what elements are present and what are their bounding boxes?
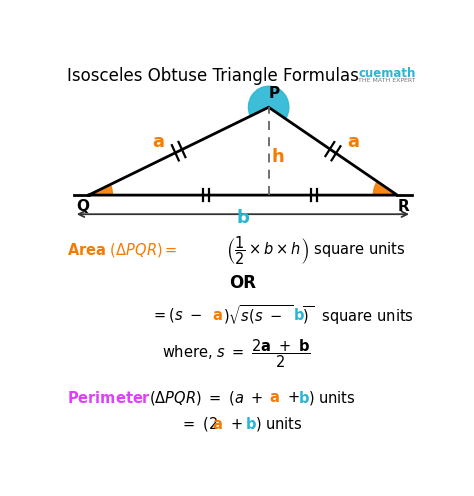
Text: $)$ units: $)$ units xyxy=(308,388,356,407)
Text: OR: OR xyxy=(229,274,256,292)
Text: b: b xyxy=(237,209,249,227)
Wedge shape xyxy=(248,86,289,119)
Text: $\mathbf{a}$: $\mathbf{a}$ xyxy=(212,417,222,432)
Text: $(\Delta PQR)\ =\ (a\ +\ $: $(\Delta PQR)\ =\ (a\ +\ $ xyxy=(149,388,264,407)
Text: THE MATH EXPERT: THE MATH EXPERT xyxy=(358,78,416,83)
Text: h: h xyxy=(272,148,284,166)
Text: P: P xyxy=(269,86,280,101)
Text: Isosceles Obtuse Triangle Formulas: Isosceles Obtuse Triangle Formulas xyxy=(66,67,358,85)
Text: Q: Q xyxy=(76,199,89,214)
Text: $\ +\ $: $\ +\ $ xyxy=(280,390,300,405)
Text: $\mathbf{a}$: $\mathbf{a}$ xyxy=(212,308,222,323)
Text: a: a xyxy=(347,132,359,151)
Text: $\mathbf{Perimeter}$: $\mathbf{Perimeter}$ xyxy=(66,389,151,406)
Text: $\overline{)\ }$  square units: $\overline{)\ }$ square units xyxy=(301,304,414,327)
Text: a: a xyxy=(153,132,164,151)
Text: R: R xyxy=(398,199,410,214)
Text: $\mathbf{b}$: $\mathbf{b}$ xyxy=(298,389,310,406)
Text: cuemath: cuemath xyxy=(358,67,416,80)
Text: $\mathbf{a}$: $\mathbf{a}$ xyxy=(269,390,280,405)
Text: $\mathbf{b}$: $\mathbf{b}$ xyxy=(292,308,304,323)
Text: $= (s\ -\ $: $= (s\ -\ $ xyxy=(151,307,203,324)
Text: $\ +\ $: $\ +\ $ xyxy=(223,417,243,432)
Text: $\mathbf{Area}$ $(\Delta PQR)=$: $\mathbf{Area}$ $(\Delta PQR)=$ xyxy=(66,242,177,259)
Text: $\mathbf{b}$: $\mathbf{b}$ xyxy=(245,416,256,432)
Text: where, $s\ =\ \dfrac{2\mathbf{a}\ +\ \mathbf{b}}{2}$: where, $s\ =\ \dfrac{2\mathbf{a}\ +\ \ma… xyxy=(162,337,311,370)
Text: $)\sqrt{s(s\ -\ }$: $)\sqrt{s(s\ -\ }$ xyxy=(223,304,293,327)
Text: $=\ (2$: $=\ (2$ xyxy=(181,415,219,433)
Wedge shape xyxy=(374,182,397,195)
Text: $)$ units: $)$ units xyxy=(255,415,303,433)
Wedge shape xyxy=(89,185,112,195)
Text: $\left(\dfrac{1}{2} \times b \times h\right)$ square units: $\left(\dfrac{1}{2} \times b \times h\ri… xyxy=(227,234,406,267)
